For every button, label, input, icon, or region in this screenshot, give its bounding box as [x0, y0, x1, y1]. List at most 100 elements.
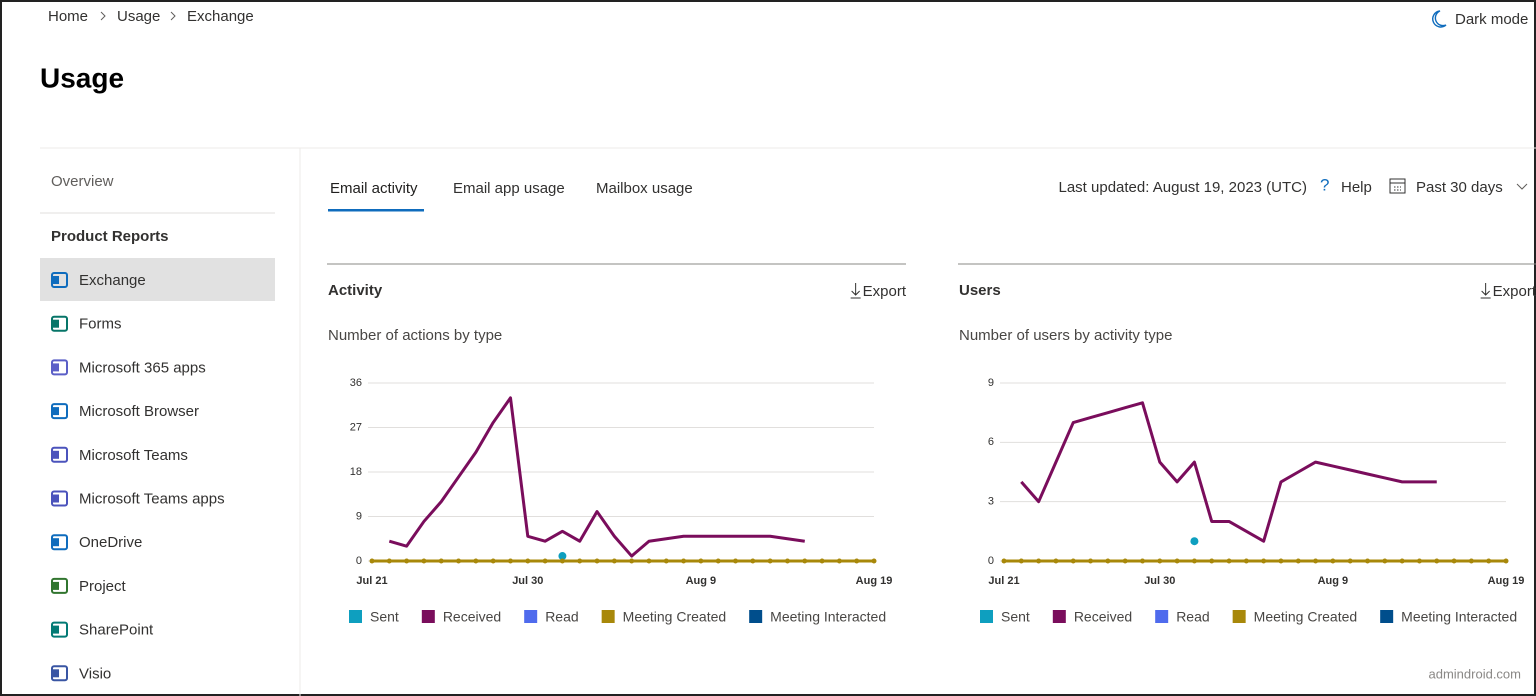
moon-icon[interactable] — [1432, 10, 1447, 28]
calendar-icon[interactable] — [1389, 178, 1406, 194]
data-point — [663, 558, 669, 564]
data-point — [1053, 558, 1059, 564]
data-point — [525, 558, 531, 564]
data-point — [594, 558, 600, 564]
data-point — [1190, 537, 1199, 546]
watermark: admindroid.com — [1429, 666, 1522, 681]
tab[interactable]: Email app usage — [453, 180, 565, 197]
legend-label: Received — [1074, 609, 1132, 625]
data-point — [559, 558, 565, 564]
data-point — [421, 558, 427, 564]
legend-label: Meeting Interacted — [1401, 609, 1517, 625]
nav-item[interactable]: Visio — [79, 665, 111, 682]
data-point — [456, 558, 462, 564]
nav-item[interactable]: Microsoft Teams apps — [79, 490, 225, 507]
y-tick-label: 9 — [356, 510, 362, 522]
data-point — [1399, 558, 1405, 564]
legend-swatch — [980, 610, 993, 623]
data-point — [577, 558, 583, 564]
panel-subtitle: Number of users by activity type — [959, 327, 1172, 344]
date-range[interactable]: Past 30 days — [1416, 179, 1503, 196]
dark-mode-toggle[interactable]: Dark mode — [1455, 11, 1528, 28]
data-point — [1243, 558, 1249, 564]
y-tick-label: 18 — [350, 466, 362, 478]
series-line — [388, 396, 805, 558]
data-point — [1088, 558, 1094, 564]
app-icon — [51, 450, 59, 459]
data-point — [507, 558, 513, 564]
data-point — [1174, 558, 1180, 564]
app-icon — [51, 669, 59, 678]
export-icon — [1480, 283, 1491, 299]
y-tick-label: 0 — [988, 555, 994, 567]
data-point — [1330, 558, 1336, 564]
data-point — [646, 558, 652, 564]
nav-section: Product Reports — [51, 228, 169, 245]
data-point — [836, 558, 842, 564]
data-point — [715, 558, 721, 564]
x-tick-label: Aug 9 — [1318, 575, 1349, 587]
data-point — [1295, 558, 1301, 564]
nav-item[interactable]: Microsoft Teams — [79, 447, 188, 464]
panel-title: Activity — [328, 282, 383, 299]
data-point — [1226, 558, 1232, 564]
data-point — [1070, 558, 1076, 564]
help-link[interactable]: Help — [1341, 179, 1372, 196]
chevron — [100, 11, 106, 21]
panel-subtitle: Number of actions by type — [328, 327, 502, 344]
data-point — [1382, 558, 1388, 564]
legend-label: Read — [545, 609, 578, 625]
chevron-down[interactable] — [1516, 183, 1528, 190]
export-button[interactable]: Export — [1493, 283, 1536, 300]
nav-item[interactable]: Microsoft Browser — [79, 403, 199, 420]
nav-selected — [40, 258, 275, 301]
breadcrumb-link[interactable]: Home — [48, 8, 88, 25]
export-icon — [850, 283, 861, 299]
nav-item[interactable]: Exchange — [79, 272, 146, 289]
data-point — [1261, 558, 1267, 564]
legend-label: Received — [443, 609, 501, 625]
data-point — [558, 552, 567, 561]
page-title: Usage — [40, 62, 124, 93]
charts: Activity Export Number of actions by type 0… — [327, 263, 1536, 625]
y-tick-label: 36 — [350, 377, 362, 389]
data-point — [1139, 558, 1145, 564]
nav-item[interactable]: Project — [79, 578, 127, 595]
legend-label: Meeting Created — [1254, 609, 1358, 625]
breadcrumb-current: Exchange — [187, 8, 254, 25]
nav-item[interactable]: SharePoint — [79, 622, 154, 639]
nav-item[interactable]: OneDrive — [79, 534, 142, 551]
export-button[interactable]: Export — [863, 283, 907, 300]
breadcrumb-link[interactable]: Usage — [117, 8, 160, 25]
data-point — [871, 558, 877, 564]
data-point — [1365, 558, 1371, 564]
x-tick-label: Aug 19 — [1488, 575, 1525, 587]
legend-swatch — [601, 610, 615, 623]
y-tick-label: 3 — [988, 496, 994, 508]
legend-swatch — [421, 610, 435, 623]
nav-item[interactable]: Forms — [79, 316, 122, 333]
x-tick-label: Jul 30 — [512, 575, 543, 587]
app-icon — [51, 276, 59, 284]
y-tick-label: 6 — [988, 436, 994, 448]
legend-label: Meeting Created — [623, 609, 727, 625]
data-point — [438, 558, 444, 564]
nav-overview[interactable]: Overview — [51, 173, 114, 190]
data-point — [490, 558, 496, 564]
data-point — [698, 558, 704, 564]
legend-label: Sent — [1001, 609, 1030, 625]
data-point — [854, 558, 860, 564]
data-point — [733, 558, 739, 564]
data-point — [784, 558, 790, 564]
help-icon[interactable]: ? — [1320, 175, 1329, 194]
x-tick-label: Jul 30 — [1144, 575, 1175, 587]
chevron — [170, 11, 176, 21]
data-point — [1191, 558, 1197, 564]
tab[interactable]: Mailbox usage — [596, 180, 693, 197]
y-tick-label: 9 — [988, 377, 994, 389]
legend-swatch — [349, 610, 362, 623]
tab[interactable]: Email activity — [330, 180, 418, 197]
data-point — [819, 558, 825, 564]
nav-item[interactable]: Microsoft 365 apps — [79, 359, 206, 376]
